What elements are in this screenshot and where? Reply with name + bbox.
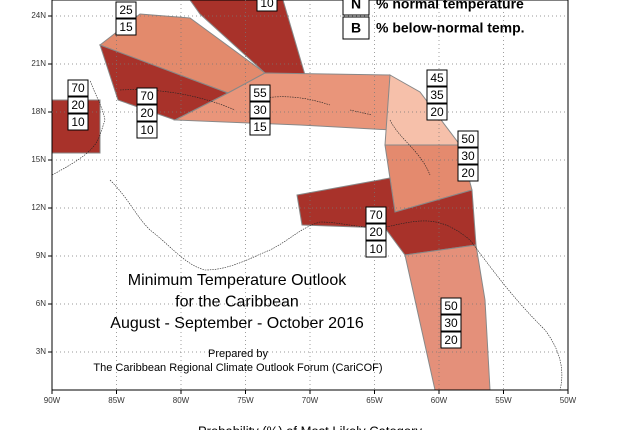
probability: 45 (430, 71, 444, 85)
probability-box (457, 147, 479, 165)
coastline (51, 79, 563, 391)
title-line: for the Caribbean (175, 294, 299, 311)
probability: 30 (444, 316, 458, 330)
prepared-by: Prepared by (208, 348, 268, 360)
probability-box (136, 87, 158, 105)
probability: 70 (140, 89, 154, 103)
footer: Probability (%) of Most Likely Category (198, 423, 422, 430)
probability-box (440, 314, 462, 332)
probability: 35 (430, 88, 444, 102)
probability-box (249, 84, 271, 102)
probability-box (426, 69, 448, 87)
legend-key: N (351, 0, 361, 12)
legend-text: % below-normal temp. (376, 20, 525, 36)
probability: 30 (253, 103, 267, 117)
probability: 50 (461, 132, 475, 146)
probability-box (256, 0, 278, 12)
probability-box (457, 130, 479, 148)
probability-box (67, 96, 89, 114)
probability: 10 (260, 0, 274, 10)
probability: 10 (140, 123, 154, 137)
lat-label: 15N (31, 155, 46, 164)
lon-label: 90W (44, 396, 61, 405)
probability: 70 (369, 208, 383, 222)
probability: 15 (119, 20, 133, 34)
coastlines (51, 79, 563, 391)
probability-box (365, 240, 387, 258)
region (384, 74, 462, 146)
probability-box (115, 1, 137, 19)
probability-box (249, 118, 271, 136)
lon-label: 60W (431, 396, 448, 405)
lat-label: 9N (36, 251, 46, 260)
probability-box (440, 297, 462, 315)
probability: 70 (71, 81, 85, 95)
probability: 30 (461, 149, 475, 163)
lat-label: 6N (36, 299, 46, 308)
probability: 20 (430, 105, 444, 119)
lat-label: 24N (31, 11, 46, 20)
probability: 10 (369, 242, 383, 256)
probability-box (365, 223, 387, 241)
legend-key-box (342, 0, 370, 16)
lon-label: 70W (302, 396, 319, 405)
legend-key-box (342, 16, 370, 40)
lat-label: 3N (36, 347, 46, 356)
probability-box (426, 103, 448, 121)
probability: 20 (140, 106, 154, 120)
probability-box (67, 79, 89, 97)
lon-label: 75W (237, 396, 254, 405)
lon-label: 55W (495, 396, 512, 405)
lon-label: 80W (173, 396, 190, 405)
title-line: August - September - October 2016 (110, 315, 364, 332)
probability-box (67, 113, 89, 131)
probability: 20 (444, 333, 458, 347)
lon-label: 65W (366, 396, 383, 405)
lat-label: 12N (31, 203, 46, 212)
lon-label: 50W (560, 396, 577, 405)
probability-box (426, 86, 448, 104)
probability: 55 (253, 86, 267, 100)
legend-text: % normal temperature (376, 0, 524, 12)
organization: The Caribbean Regional Climate Outlook F… (93, 362, 382, 374)
probability-box (440, 331, 462, 349)
probability-box (136, 121, 158, 139)
probability: 50 (444, 299, 458, 313)
probability-box (136, 104, 158, 122)
probability: 20 (369, 225, 383, 239)
probability: 10 (71, 115, 85, 129)
legend-key: B (351, 20, 361, 36)
probability-box (115, 18, 137, 36)
probability: 25 (119, 3, 133, 17)
probability-box (457, 164, 479, 182)
probability: 20 (461, 166, 475, 180)
probability: 15 (253, 120, 267, 134)
lon-label: 85W (108, 396, 125, 405)
title-line: Minimum Temperature Outlook (128, 272, 347, 289)
lat-label: 21N (31, 59, 46, 68)
probability-box (365, 206, 387, 224)
probability-box (249, 101, 271, 119)
lat-label: 18N (31, 107, 46, 116)
probability: 20 (71, 98, 85, 112)
